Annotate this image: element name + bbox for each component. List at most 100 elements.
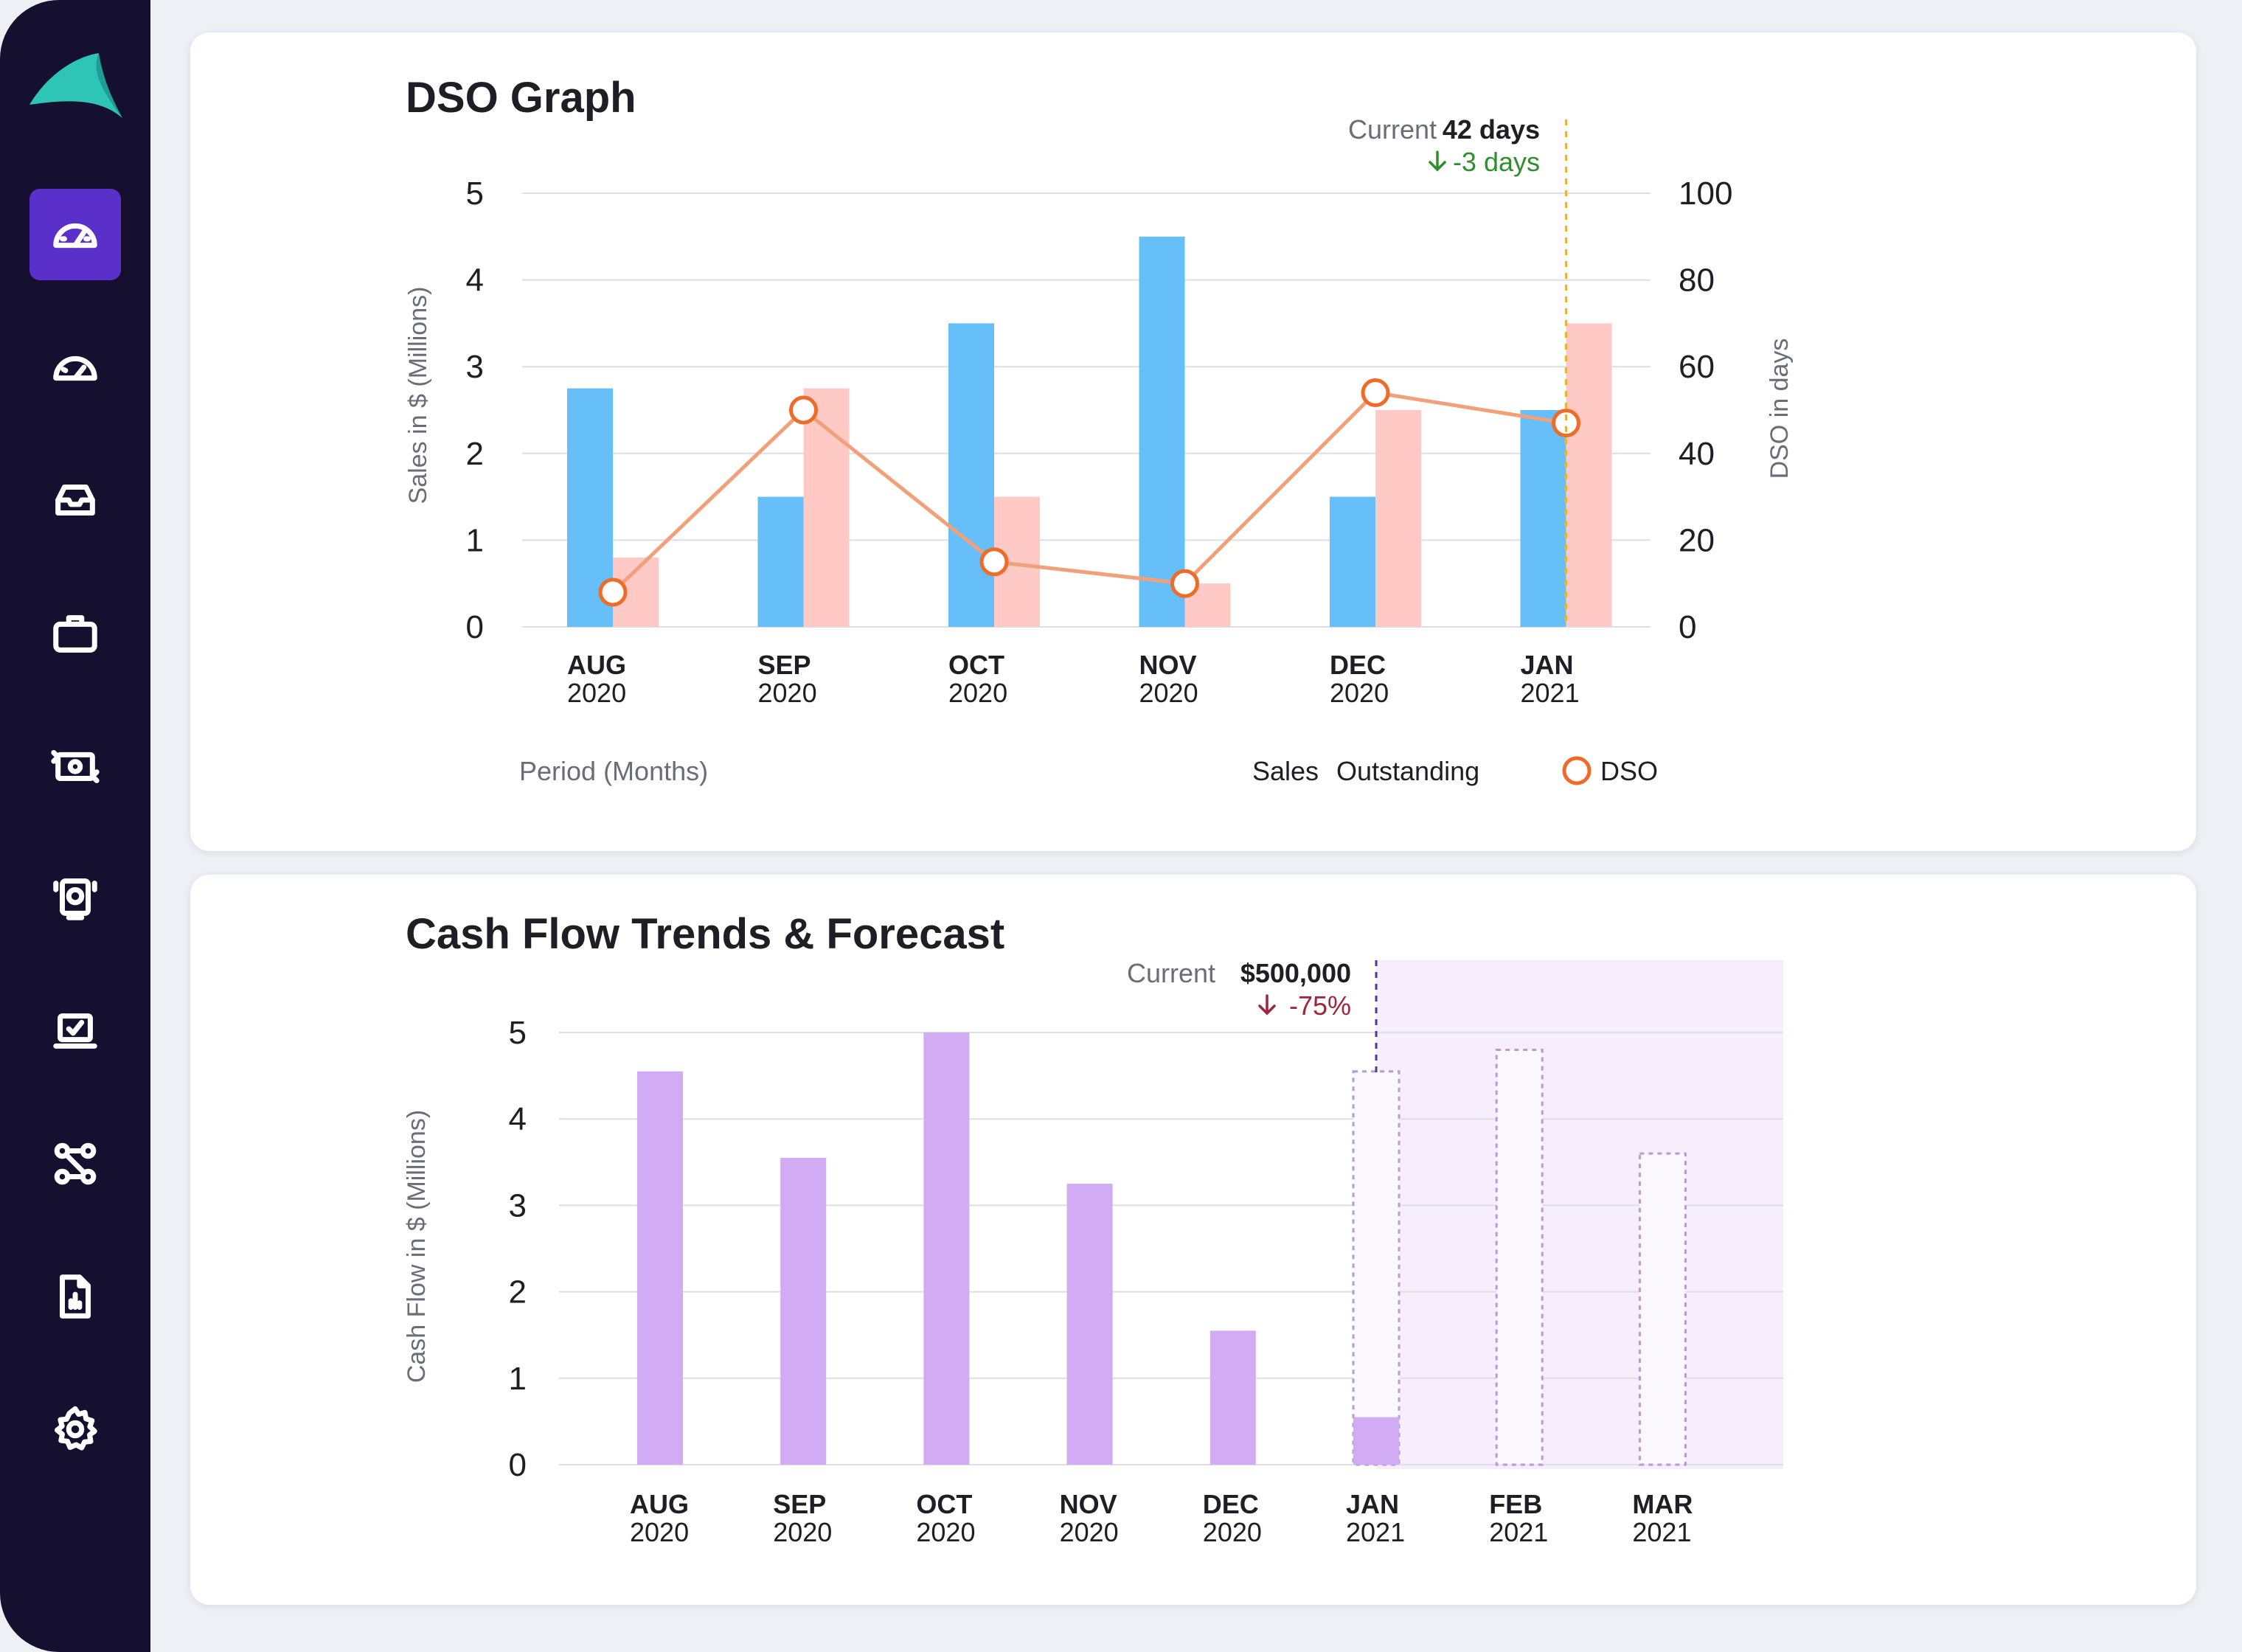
legend-dso-marker xyxy=(1562,756,1592,785)
safe-icon xyxy=(53,878,97,920)
x-tick-year: 2020 xyxy=(773,1517,832,1547)
current-label: Current xyxy=(1348,114,1437,145)
y2-tick-label: 80 xyxy=(1679,263,1715,299)
dso-point xyxy=(789,395,818,425)
nav-vault-button[interactable] xyxy=(30,853,121,944)
gear-icon xyxy=(55,1406,97,1451)
nav-reports-button[interactable] xyxy=(30,1251,121,1342)
x-tick-year: 2020 xyxy=(1139,678,1198,708)
dso-point xyxy=(979,547,1009,577)
current-value: 42 days xyxy=(1443,114,1540,145)
arrow-down-icon xyxy=(1258,994,1276,1016)
y2-tick-label: 60 xyxy=(1679,349,1715,385)
x-tick-label: OCT xyxy=(916,1489,972,1519)
y2-axis-label: DSO in days xyxy=(1766,339,1794,479)
dso-point xyxy=(1552,409,1580,438)
nav-workflow-button[interactable] xyxy=(30,1118,121,1210)
x-tick-year: 2020 xyxy=(758,678,817,708)
y-tick-label: 2 xyxy=(466,436,484,472)
forecast-region xyxy=(1376,960,1783,1469)
current-value: $500,000 xyxy=(1240,958,1351,988)
cash-flow-bar xyxy=(923,1032,970,1465)
y-tick-label: 0 xyxy=(509,1447,527,1483)
dso-point xyxy=(598,577,628,607)
y-tick-label: 0 xyxy=(466,609,484,645)
nav-overview-button[interactable] xyxy=(30,322,121,413)
x-tick-year: 2021 xyxy=(1521,678,1580,708)
legend-sales: Sales xyxy=(1252,756,1319,786)
y-tick-label: 4 xyxy=(509,1101,527,1137)
report-icon xyxy=(60,1274,91,1319)
x-tick-year: 2020 xyxy=(1330,678,1389,708)
y-tick-label: 3 xyxy=(509,1187,527,1224)
x-tick-label: AUG xyxy=(630,1489,689,1519)
y-axis-label: Sales in $ (Millions) xyxy=(404,287,432,504)
nav-payments-button[interactable] xyxy=(30,720,121,811)
chart-title: DSO Graph xyxy=(406,74,636,122)
y-tick-label: 1 xyxy=(509,1361,527,1397)
nav-settings-button[interactable] xyxy=(30,1384,121,1475)
x-tick-year: 2021 xyxy=(1632,1517,1691,1547)
x-tick-label: NOV xyxy=(1139,650,1197,680)
briefcase-icon xyxy=(53,615,97,653)
x-tick-year: 2020 xyxy=(1060,1517,1119,1547)
y2-tick-label: 0 xyxy=(1679,609,1696,645)
forecast-bar xyxy=(1495,1048,1544,1466)
sales-bar xyxy=(1139,236,1185,627)
nav-tasks-button[interactable] xyxy=(30,985,121,1077)
y-tick-label: 1 xyxy=(466,522,484,558)
dso-graph-card: 0 1 2 3 4 5 0 20 40 60 80 100 AUG 2020 SEP 2020 OCT 2020… xyxy=(190,32,2196,851)
cash-flow-bar xyxy=(1353,1417,1399,1465)
nav-dashboard-button[interactable] xyxy=(30,189,121,280)
sales-bar xyxy=(1520,410,1566,627)
forecast-bar xyxy=(1638,1152,1687,1466)
cash-flow-bar xyxy=(1066,1184,1113,1465)
y2-tick-label: 100 xyxy=(1679,176,1732,212)
sidebar xyxy=(0,0,150,1652)
current-label: Current xyxy=(1127,958,1215,988)
outstanding-bar xyxy=(1375,410,1421,627)
outstanding-bar xyxy=(1566,323,1612,627)
y2-tick-label: 40 xyxy=(1679,436,1715,472)
x-tick-label: SEP xyxy=(758,650,811,680)
current-delta: -3 days xyxy=(1453,147,1540,177)
sales-bar xyxy=(948,323,994,627)
y2-tick-label: 20 xyxy=(1679,522,1715,558)
y-tick-label: 5 xyxy=(509,1015,527,1051)
x-tick-label: DEC xyxy=(1330,650,1386,680)
sales-bar xyxy=(757,496,804,627)
legend-dso: DSO xyxy=(1600,756,1658,786)
x-tick-year: 2021 xyxy=(1489,1517,1548,1547)
cash-exchange-icon xyxy=(51,750,100,783)
x-tick-label: JAN xyxy=(1346,1489,1399,1519)
nav-inbox-button[interactable] xyxy=(30,454,121,546)
laptop-check-icon xyxy=(53,1013,97,1049)
gauge-outline-icon xyxy=(53,355,97,381)
y-tick-label: 3 xyxy=(466,349,484,385)
cash-flow-bar xyxy=(1210,1330,1256,1465)
x-axis-label: Period (Months) xyxy=(519,756,708,786)
x-tick-label: OCT xyxy=(948,650,1004,680)
x-tick-label: JAN xyxy=(1521,650,1574,680)
inbox-icon xyxy=(55,485,95,516)
dso-point xyxy=(1170,569,1199,598)
y-axis-label: Cash Flow in $ (Millions) xyxy=(403,1110,431,1383)
x-tick-label: MAR xyxy=(1632,1489,1693,1519)
cash-flow-bar xyxy=(780,1157,827,1465)
x-tick-label: DEC xyxy=(1203,1489,1259,1519)
x-tick-year: 2020 xyxy=(630,1517,689,1547)
forecast-bar xyxy=(1352,1070,1401,1466)
x-tick-year: 2020 xyxy=(567,678,626,708)
x-tick-year: 2020 xyxy=(1203,1517,1262,1547)
brand-logo xyxy=(30,53,122,118)
dso-line xyxy=(611,390,1566,594)
chart-title: Cash Flow Trends & Forecast xyxy=(406,910,1004,958)
x-tick-label: AUG xyxy=(567,650,626,680)
nav-portfolio-button[interactable] xyxy=(30,587,121,678)
current-delta: -75% xyxy=(1289,990,1351,1021)
x-tick-year: 2020 xyxy=(916,1517,975,1547)
cash-flow-bar xyxy=(637,1071,683,1465)
